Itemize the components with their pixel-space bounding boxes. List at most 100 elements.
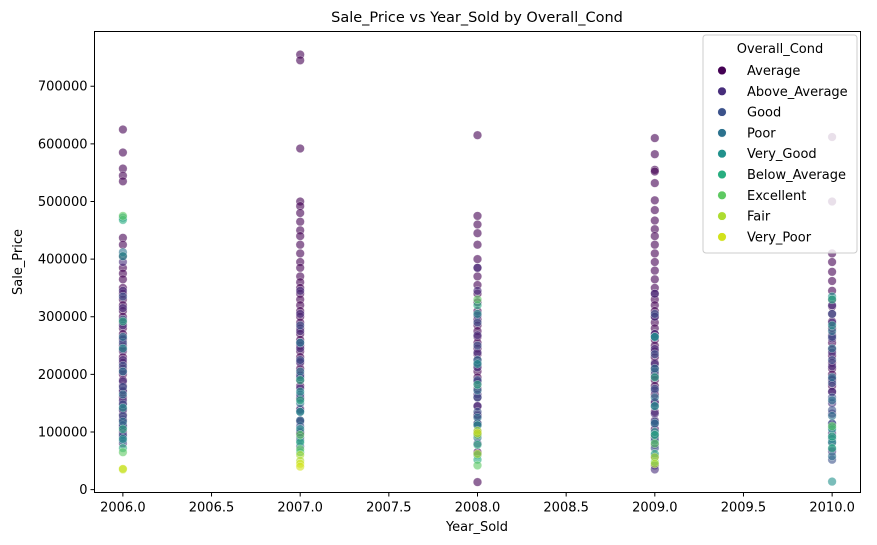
point-below-average-10 [472, 440, 483, 450]
point-average-112 [650, 205, 660, 215]
point-poor-18 [650, 418, 660, 428]
legend-box [702, 34, 858, 254]
legend-label-poor: Poor [747, 126, 776, 141]
x-tick-label: 2008.0 [455, 501, 501, 516]
legend-label-good: Good [747, 106, 781, 121]
point-very-good-12 [650, 332, 660, 342]
point-average-116 [650, 240, 660, 250]
point-average-149 [827, 267, 837, 277]
point-below-average-16 [827, 432, 837, 442]
point-average-81 [472, 271, 483, 281]
y-axis: 0 100000 200000 300000 400000 500000 600000 700… [38, 80, 95, 498]
chart-title: Sale_Price vs Year_Sold by Overall_Cond [331, 10, 623, 26]
point-average-115 [650, 231, 660, 241]
point-above-average-40 [650, 289, 660, 299]
x-axis: 2006.0 2006.5 2007.0 2007.5 2008.0 2008.5 2009… [100, 492, 855, 516]
point-average-107 [650, 149, 660, 159]
point-very-poor-2 [295, 462, 305, 472]
point-excellent-4 [472, 294, 483, 305]
point-below-average-5 [295, 395, 305, 405]
point-above-average-27 [472, 263, 483, 273]
y-tick-label: 300000 [38, 310, 88, 325]
y-tick-label: 700000 [38, 80, 88, 95]
legend-marker-good [717, 107, 727, 117]
point-excellent-2 [295, 430, 305, 440]
point-excellent-1 [118, 447, 128, 457]
point-average-38 [295, 55, 305, 65]
point-poor-22 [827, 372, 837, 382]
point-average-43 [295, 217, 305, 227]
point-average-120 [650, 274, 660, 284]
legend-label-above-average: Above_Average [747, 85, 848, 100]
legend-marker-poor [717, 128, 727, 138]
point-average-109 [650, 166, 660, 177]
y-axis-label: Sale_Price [11, 229, 26, 295]
point-average-117 [650, 248, 660, 258]
legend-marker-above-average [717, 86, 727, 96]
x-tick-label: 2007.5 [366, 501, 412, 516]
y-tick-label: 400000 [38, 253, 88, 268]
point-fair-6 [650, 459, 660, 469]
point-average-105 [472, 477, 483, 487]
point-very-good-4 [118, 434, 128, 444]
point-above-average-17 [295, 309, 305, 319]
x-axis-label: Year_Sold [445, 520, 508, 535]
point-good-19 [472, 341, 483, 351]
point-average-106 [650, 133, 660, 143]
point-good-35 [827, 309, 837, 319]
point-average-49 [295, 263, 305, 273]
point-average-42 [295, 208, 305, 218]
point-average-148 [827, 257, 837, 267]
legend-marker-very-good [717, 149, 727, 159]
x-tick-label: 2010.0 [809, 501, 855, 516]
point-very-good-13 [650, 401, 660, 411]
point-below-average-15 [827, 294, 837, 305]
x-tick-label: 2009.0 [632, 501, 678, 516]
point-average-110 [650, 178, 660, 188]
point-good-0 [118, 292, 128, 302]
point-good-11 [295, 355, 305, 365]
point-good-26 [650, 309, 660, 319]
point-average-47 [295, 248, 305, 258]
x-tick-label: 2006.0 [100, 501, 146, 516]
scatter-points [118, 50, 837, 487]
x-tick-label: 2009.5 [721, 501, 767, 516]
point-above-average-30 [472, 330, 483, 340]
point-very-good-6 [295, 407, 305, 417]
point-excellent-6 [472, 460, 483, 470]
point-below-average-2 [118, 424, 128, 434]
legend-label-below-average: Below_Average [747, 168, 846, 183]
point-average-78 [472, 240, 483, 250]
point-excellent-0 [118, 211, 128, 221]
point-average-0 [118, 124, 128, 135]
legend-marker-very-poor [717, 232, 727, 242]
point-average-4 [118, 176, 128, 186]
legend: Overall_Cond Average Above_Average Good Poo… [702, 34, 858, 254]
point-average-75 [472, 211, 483, 221]
point-very-good-8 [472, 309, 483, 319]
point-average-113 [650, 215, 660, 226]
point-average-1 [118, 147, 128, 158]
x-tick-label: 2007.0 [277, 501, 323, 516]
point-very-good-2 [118, 343, 128, 353]
point-average-77 [472, 228, 483, 238]
point-above-average-16 [295, 286, 305, 296]
point-excellent-9 [827, 421, 837, 431]
point-good-9 [295, 320, 305, 330]
legend-marker-average [717, 65, 727, 76]
point-fair-4 [472, 449, 483, 459]
y-tick-label: 0 [79, 483, 87, 498]
point-very-good-5 [295, 387, 305, 397]
legend-marker-excellent [717, 190, 727, 200]
point-average-119 [650, 266, 660, 276]
point-below-average-17 [827, 443, 837, 453]
point-poor-2 [118, 366, 128, 377]
point-very-good-1 [118, 251, 128, 261]
point-poor-3 [118, 389, 128, 400]
legend-title: Overall_Cond [737, 42, 823, 57]
point-poor-9 [295, 415, 305, 426]
legend-label-very-poor: Very_Poor [747, 230, 812, 245]
point-very-good-16 [827, 320, 837, 330]
point-excellent-7 [650, 438, 660, 449]
point-below-average-4 [295, 375, 305, 385]
